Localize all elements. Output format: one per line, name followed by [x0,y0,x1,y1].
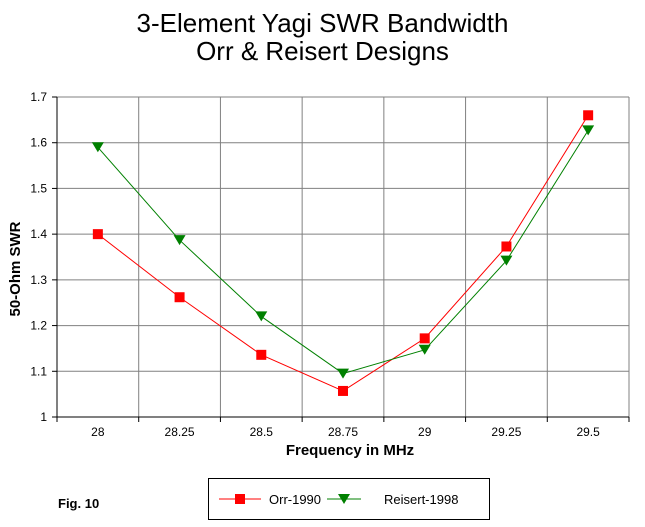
y-tick-label: 1.7 [30,90,47,104]
line-chart: 1 1.1 1.2 1.3 1.4 1.5 1.6 1.7 28 28.25 28.5 28.75 29… [30,90,630,439]
legend-marker-orr [235,494,245,504]
x-tick-label: 28.5 [250,425,274,439]
y-tick-label: 1.3 [30,273,47,287]
y-tick-label: 1.2 [30,319,47,333]
data-point-orr [92,229,103,240]
x-axis-title: Frequency in MHz [285,442,415,459]
data-point-reisert [91,142,104,153]
y-tick-label: 1.4 [30,227,47,241]
y-axis-title: 50-Ohm SWR [7,221,24,317]
y-tick-label: 1.1 [30,364,47,378]
x-tick-label: 29.25 [491,425,521,439]
data-point-orr [419,333,430,344]
x-tick-label: 28.25 [165,425,195,439]
y-tick-label: 1 [40,410,47,424]
data-point-reisert [337,368,349,379]
data-point-reisert [255,311,268,322]
chart-title-line-2: Orr & Reisert Designs [196,36,449,66]
chart-title-line-1: 3-Element Yagi SWR Bandwidth [136,8,509,38]
data-point-orr [338,385,348,396]
x-tick-label: 29 [418,425,432,439]
data-point-reisert [582,125,595,136]
data-point-reisert [500,255,513,266]
y-tick-label: 1.5 [30,181,47,195]
x-tick-label: 28.75 [328,425,358,439]
y-tick-label: 1.6 [30,136,47,150]
plot-area [57,97,629,417]
data-point-orr [583,110,594,121]
data-point-orr [256,349,267,360]
x-tick-label: 28 [91,425,105,439]
data-point-reisert [173,235,186,246]
legend-markers [219,494,361,504]
data-point-orr [501,241,512,252]
legend-label-orr: Orr-1990 [269,492,322,507]
data-point-orr [174,292,185,303]
x-tick-label: 29.5 [576,425,600,439]
legend-label-reisert: Reisert-1998 [384,492,459,507]
figure-caption: Fig. 10 [58,496,100,511]
legend-marker-reisert [338,494,350,504]
chart-legend: Orr-1990 Reisert-1998 [208,478,490,520]
data-point-reisert [418,344,431,355]
